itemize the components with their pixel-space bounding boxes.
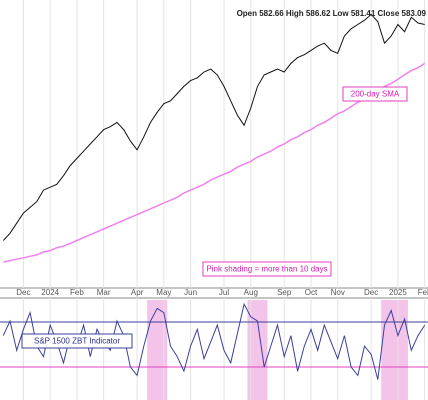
annotation-box	[342, 86, 408, 102]
annotation: 200-day SMA	[351, 90, 400, 99]
shading	[247, 300, 268, 400]
x-tick-label: 2024	[41, 288, 59, 297]
x-tick-label: Jun	[184, 288, 197, 297]
x-tick-label: Feb	[418, 288, 428, 297]
indicator-label: S&P 1500 ZBT Indicator	[34, 337, 120, 346]
sma-line	[3, 62, 426, 263]
shading	[381, 300, 408, 400]
price-line	[2, 13, 425, 241]
x-tick-label: Nov	[331, 288, 345, 297]
x-tick-label: Sep	[277, 288, 292, 297]
x-tick-label: Dec	[364, 288, 378, 297]
annotation-box	[202, 261, 332, 277]
annotation: Pink shading = more than 10 days	[206, 265, 327, 274]
ohlc-header: Open 582.66 High 586.62 Low 581.41 Close…	[237, 9, 427, 18]
indicator-label-box	[21, 333, 133, 349]
x-tick-label: Dec	[16, 288, 30, 297]
x-tick-label: Feb	[70, 288, 84, 297]
x-tick-label: May	[156, 288, 171, 297]
x-tick-label: Mar	[97, 288, 111, 297]
x-tick-label: 2025	[389, 288, 407, 297]
x-tick-label: Aug	[244, 288, 258, 297]
x-tick-label: Apr	[131, 288, 144, 297]
x-tick-label: Oct	[305, 288, 318, 297]
shading	[147, 300, 168, 400]
x-tick-label: Jul	[219, 288, 229, 297]
